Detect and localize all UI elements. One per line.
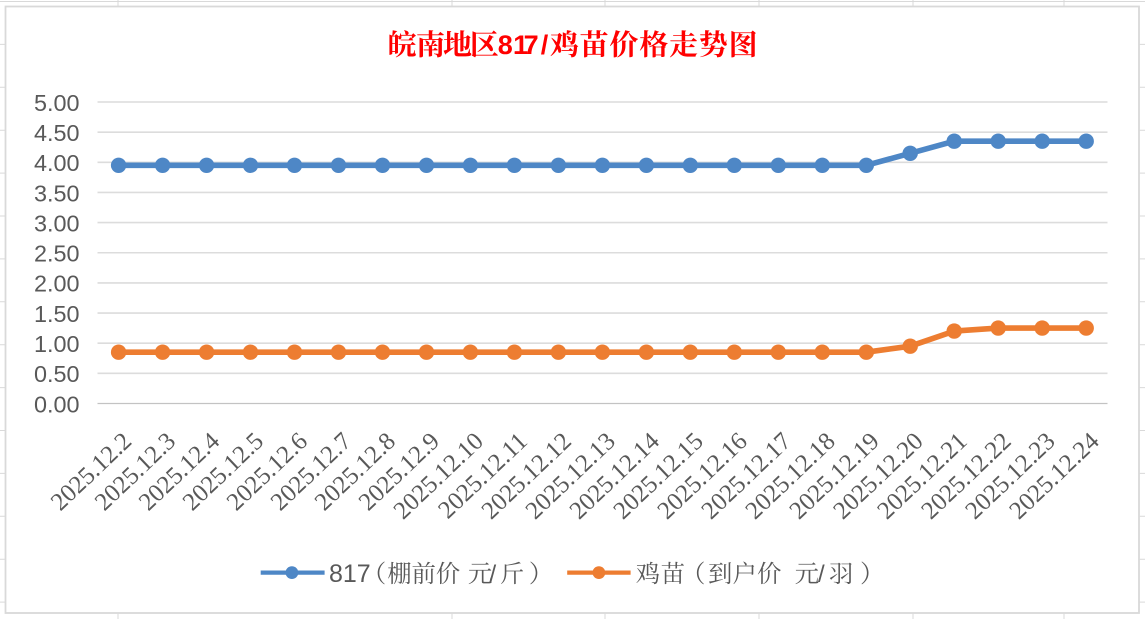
svg-text:817: 817 <box>329 560 371 588</box>
svg-text:3.00: 3.00 <box>34 210 80 236</box>
svg-text:/: / <box>490 561 497 588</box>
svg-text:2.00: 2.00 <box>34 271 80 297</box>
svg-text:3.50: 3.50 <box>34 180 80 206</box>
svg-text:1.50: 1.50 <box>34 301 80 327</box>
svg-text:2.50: 2.50 <box>34 241 80 267</box>
svg-text:0.00: 0.00 <box>34 391 80 417</box>
svg-text:817/: 817/ <box>498 30 549 60</box>
svg-text:0.50: 0.50 <box>34 361 80 387</box>
svg-text:/: / <box>818 561 825 588</box>
svg-text:4.00: 4.00 <box>34 150 80 176</box>
svg-text:1.00: 1.00 <box>34 331 80 357</box>
svg-text:5.00: 5.00 <box>34 90 80 116</box>
svg-text:4.50: 4.50 <box>34 120 80 146</box>
